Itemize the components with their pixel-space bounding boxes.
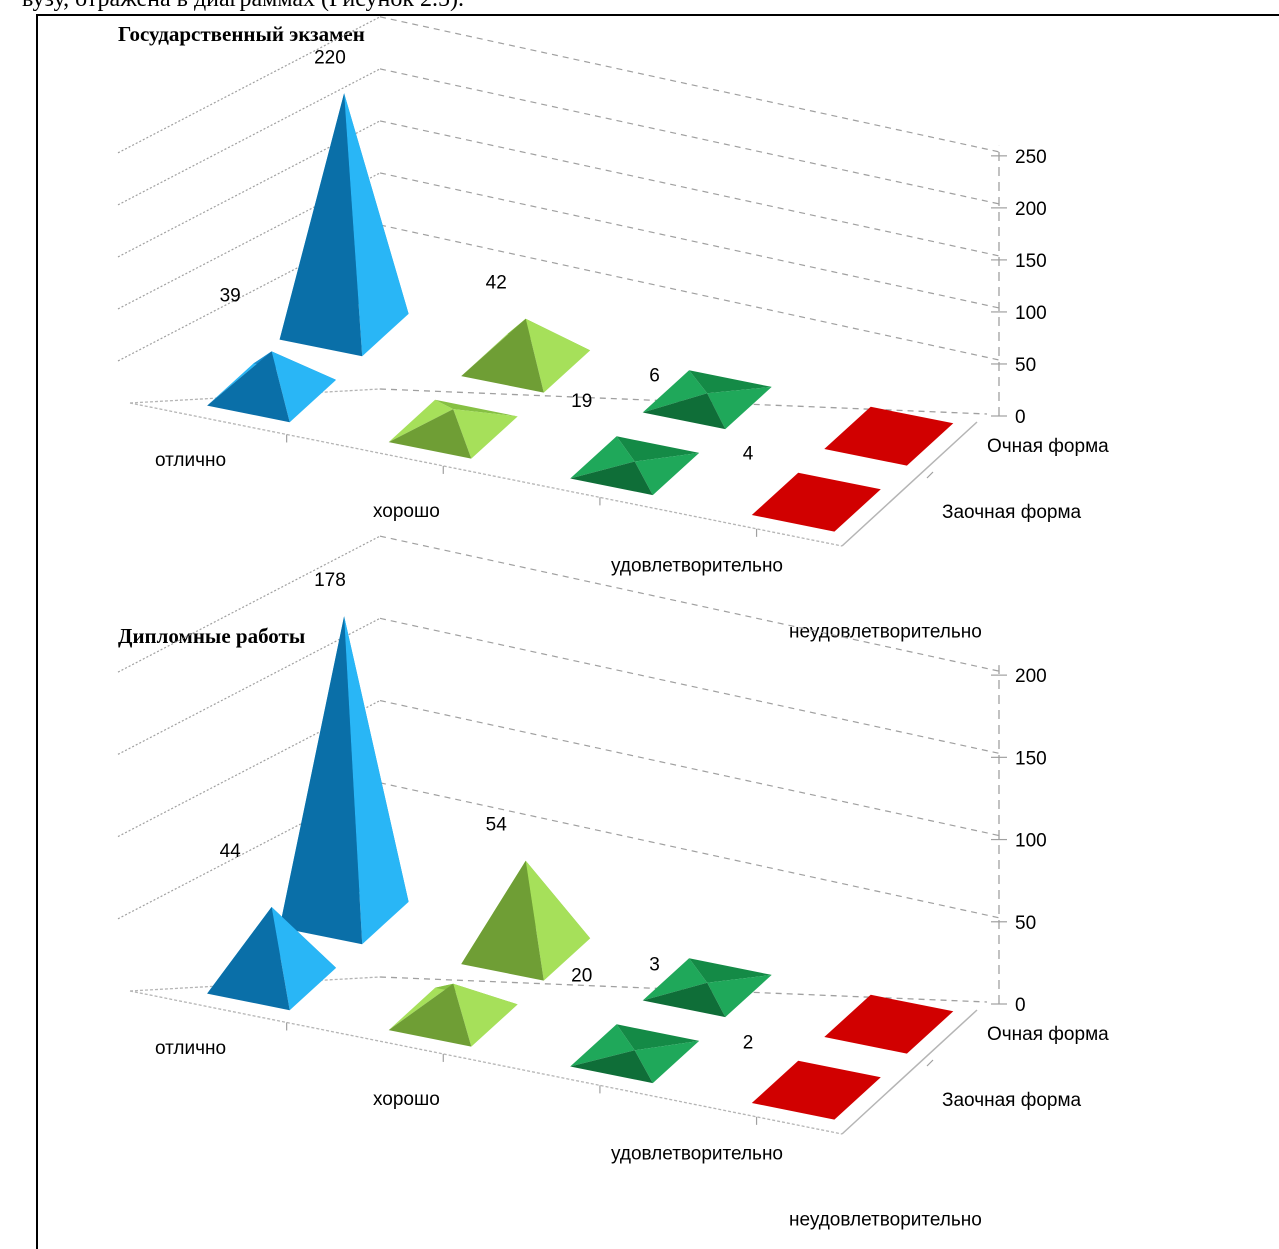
pyramid-очная-форма-удовлетворительно-face-right [689,370,772,394]
exam-chart: 0 50 100 150 200 250 отлично хорошо удовлетворит… [117,16,1109,642]
data-label-заочная-форма-хорошо: 19 [571,391,592,412]
value-axis-tick-label: 150 [1015,748,1047,769]
diploma-chart: 0 50 100 150 200 отлично хорошо удовлетворитель… [117,535,1109,1230]
category-label-отлично: отлично [155,1038,226,1059]
pyramid-заочная-форма-отлично-face-front [207,351,290,423]
category-label-отлично: отлично [155,450,226,471]
value-axis-tick-label: 250 [1015,147,1047,168]
data-label-заочная-форма-отлично: 39 [220,285,241,306]
depth-axis-tick [926,1059,934,1067]
pyramid-очная-форма-удовлетворительно-face-front [642,393,726,430]
pyramid-очная-форма-неудовлетворительно [824,406,954,466]
pyramid-очная-форма-хорошо-face-front [461,318,544,393]
pyramid-заочная-форма-хорошо-face-right [435,399,518,417]
pyramid-очная-форма-отлично-face-side [344,616,409,945]
pyramid-заочная-форма-отлично-face-front [207,907,290,1011]
floor-front-edge [129,402,843,547]
category-label-удовлетворительно: удовлетворительно [611,1144,783,1165]
value-axis-tick-label: 200 [1015,666,1047,687]
pyramid-очная-форма-неудовлетворительно [824,994,954,1054]
gridline-left-wall [117,617,381,755]
pyramid-очная-форма-отлично-face-side [344,93,409,357]
pyramid-заочная-форма-удовлетворительно-face-right [616,436,700,462]
pyramid-очная-форма-хорошо-face-back [461,318,526,377]
pyramid-заочная-форма-хорошо-face-front [388,983,472,1047]
category-label-хорошо: хорошо [373,501,440,522]
data-label-очная-форма-отлично: 178 [314,570,346,591]
pyramid-заочная-форма-неудовлетворительно [751,472,881,532]
pyramid-очная-форма-удовлетворительно-face-side [707,386,772,430]
pyramid-заочная-форма-хорошо-face-back [388,399,454,443]
depth-axis-line [841,1009,978,1135]
pyramid-очная-форма-удовлетворительно-face-back [642,958,708,1001]
pyramid-заочная-форма-удовлетворительно-face-back [570,436,635,479]
pyramid-очная-форма-удовлетворительно-face-front [642,982,726,1018]
pyramid-заочная-форма-хорошо-face-side [453,983,518,1047]
pyramid-заочная-форма-удовлетворительно-face-front [570,1050,653,1084]
pyramid-заочная-форма-удовлетворительно-face-right [616,1024,700,1051]
data-label-заочная-форма-хорошо: 20 [571,966,592,987]
pyramid-очная-форма-хорошо-face-side [525,318,591,393]
pyramid-заочная-форма-удовлетворительно-face-back [570,1024,635,1067]
pyramid-заочная-форма-отлично-face-side [271,907,337,1011]
series-label-заочная-форма: Заочная форма [942,502,1082,523]
pyramid-очная-форма-удовлетворительно-face-side [707,974,772,1018]
pyramid-заочная-форма-хорошо-face-back [388,983,454,1031]
value-axis-tick-label: 100 [1015,831,1047,852]
data-label-очная-форма-хорошо: 42 [486,273,507,294]
pyramid-заочная-форма-хорошо-face-side [453,409,518,459]
value-axis-tick-label: 50 [1015,355,1036,376]
gridline-left-wall [117,535,381,673]
data-label-очная-форма-хорошо: 54 [486,815,508,836]
category-label-неудовлетворительно: неудовлетворительно [789,621,982,642]
gridline-left-wall [117,16,381,154]
data-label-очная-форма-удовлетворительно: 6 [649,365,660,386]
category-label-хорошо: хорошо [373,1089,440,1110]
pyramid-заочная-форма-удовлетворительно-face-side [634,1040,700,1084]
value-axis-tick-label: 150 [1015,251,1047,272]
figure-frame [36,14,1279,1249]
value-axis-tick-label: 50 [1015,913,1036,934]
depth-axis-line [841,421,978,547]
pyramid-заочная-форма-удовлетворительно-face-front [570,461,653,496]
pyramid-очная-форма-удовлетворительно-face-right [689,958,772,983]
pyramid-заочная-форма-удовлетворительно-face-side [634,452,700,496]
category-label-неудовлетворительно: неудовлетворительно [789,1209,982,1230]
series-label-очная-форма: Очная форма [987,436,1109,457]
data-label-очная-форма-удовлетворительно: 3 [649,955,660,976]
gridline-left-wall [117,68,381,206]
category-label-удовлетворительно: удовлетворительно [611,556,783,577]
pyramid-очная-форма-хорошо-face-side [525,860,591,981]
pyramid-заочная-форма-хорошо-face-front [388,409,472,459]
value-axis-tick-label: 100 [1015,303,1047,324]
floor-front-edge [129,990,843,1135]
pyramid-очная-форма-хорошо-face-front [461,860,544,981]
chart-title-exam: Государственный экзамен [118,22,365,46]
data-label-заочная-форма-отлично: 44 [220,841,242,862]
pyramid-заочная-форма-отлично-face-side [271,351,337,423]
intro-text: вузу, отражена в диаграммах (Рисунок 2.5… [22,0,464,13]
pyramid-заочная-форма-неудовлетворительно [751,1060,881,1120]
value-axis-tick-label: 200 [1015,199,1047,220]
data-label-заочная-форма-удовлетворительно: 4 [743,443,754,464]
value-axis-tick-label: 0 [1015,407,1026,428]
value-axis-tick-label: 0 [1015,995,1026,1016]
chart-title-diploma: Дипломные работы [118,624,306,648]
data-label-очная-форма-отлично: 220 [314,47,346,68]
pyramid-очная-форма-отлично-face-front [279,93,363,357]
pyramid-очная-форма-отлично-face-front [279,616,363,945]
depth-axis-tick [926,471,934,479]
data-label-заочная-форма-удовлетворительно: 2 [743,1032,754,1053]
series-label-очная-форма: Очная форма [987,1024,1109,1045]
pyramid-очная-форма-удовлетворительно-face-back [642,370,708,413]
series-label-заочная-форма: Заочная форма [942,1090,1082,1111]
